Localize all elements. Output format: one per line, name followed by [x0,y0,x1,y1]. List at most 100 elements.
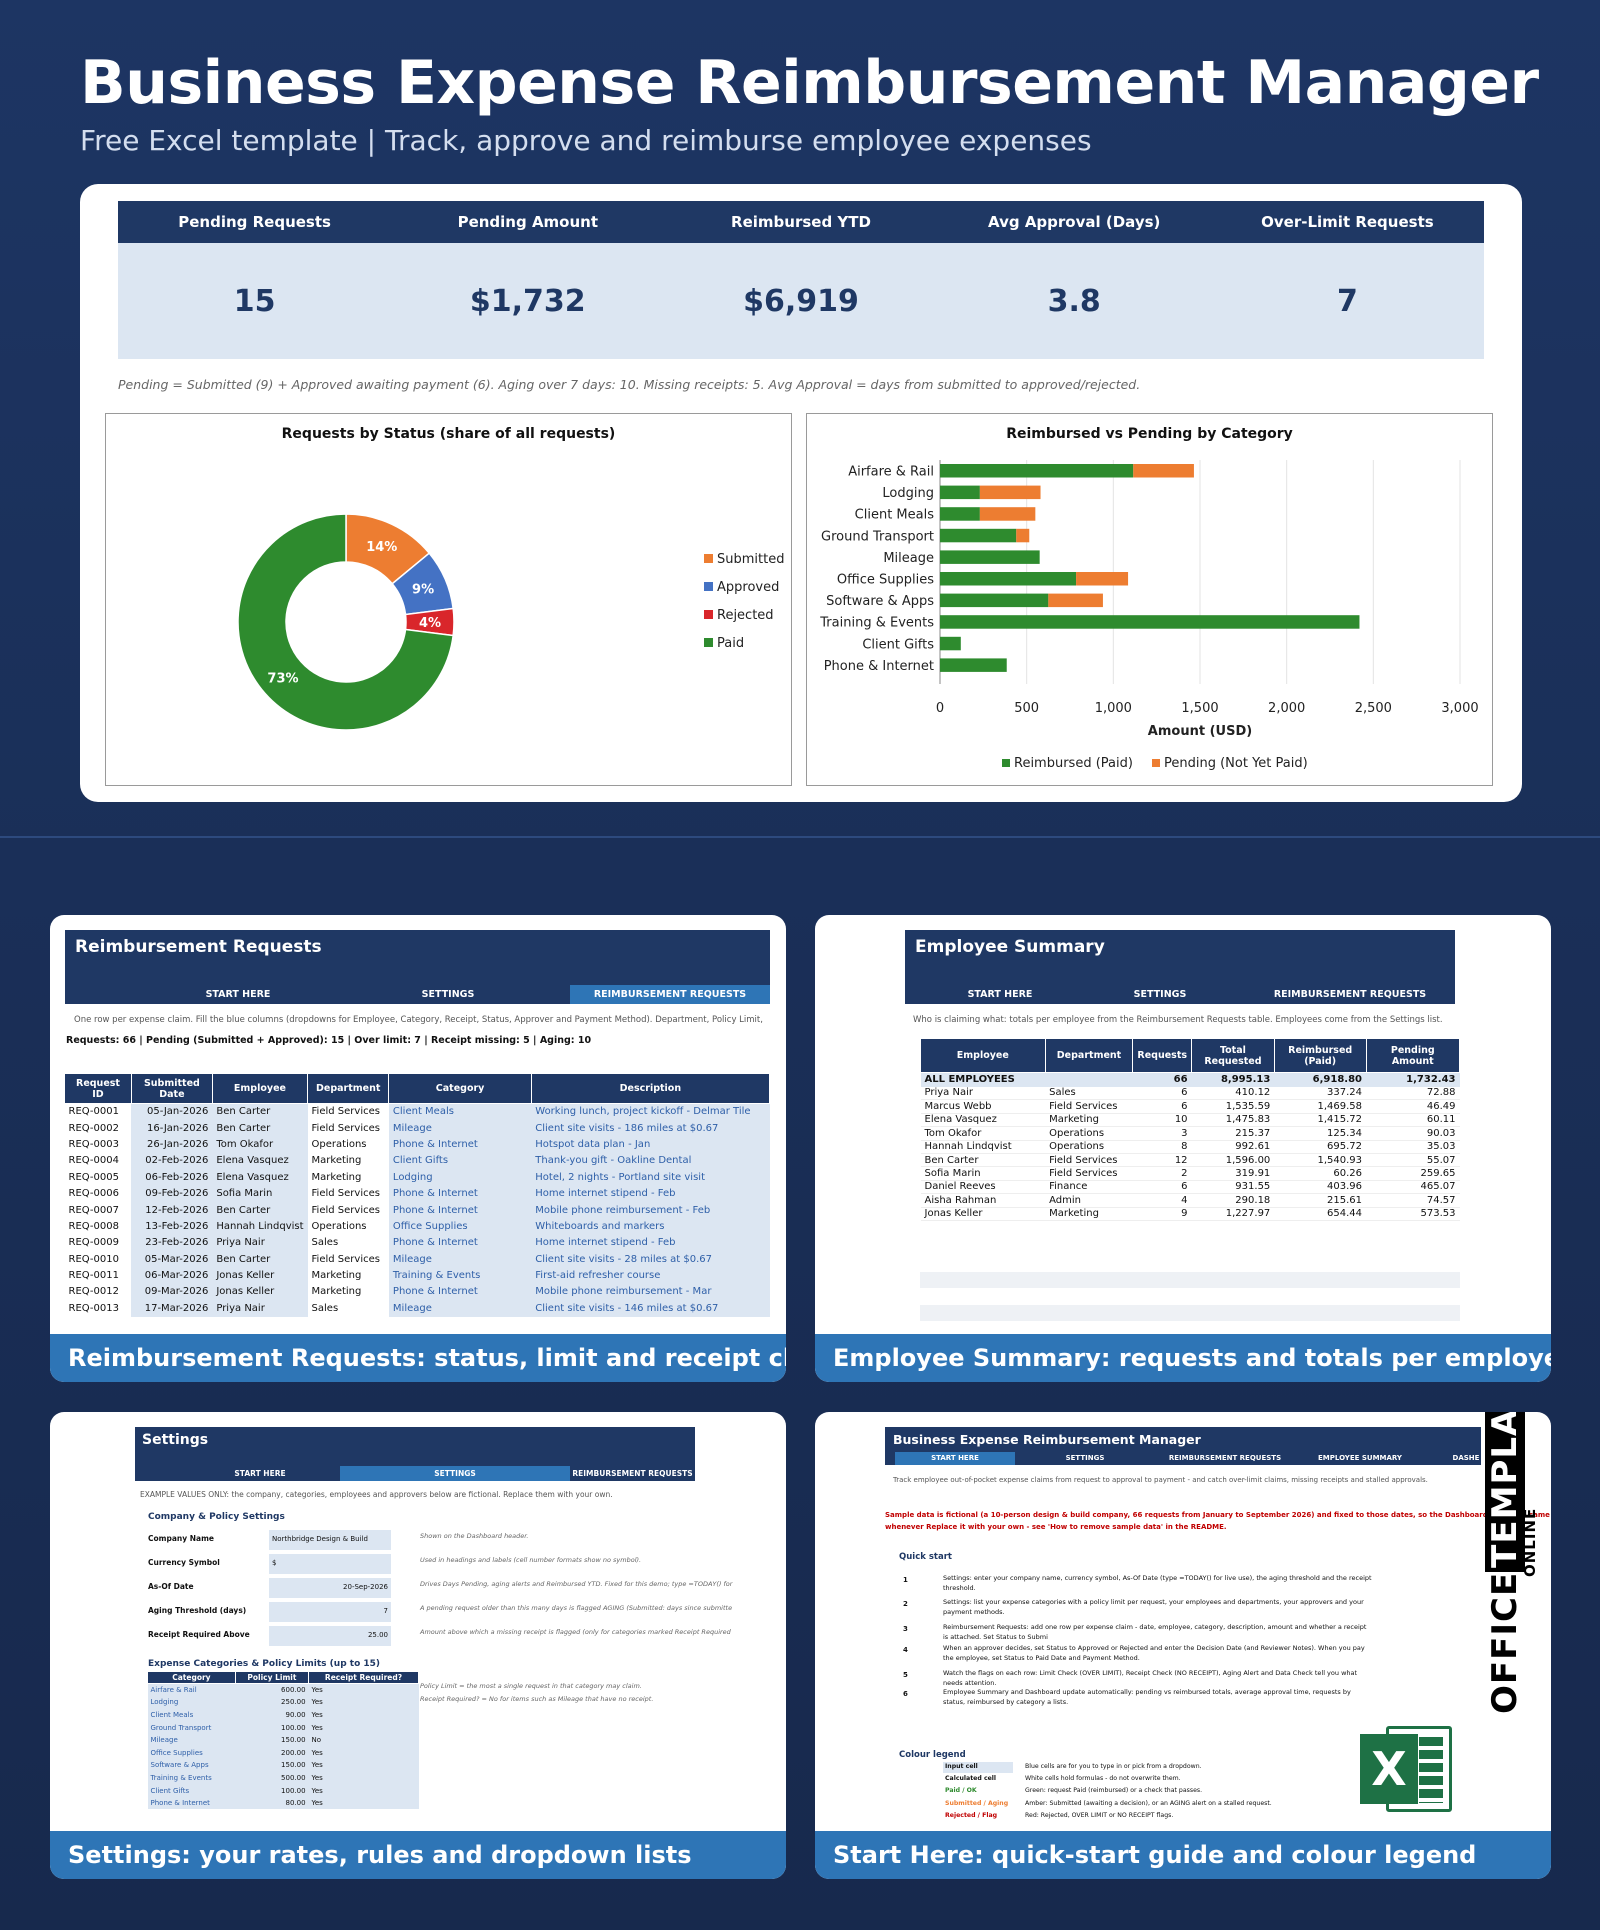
table-cell[interactable]: Priya Nair [212,1300,308,1317]
category-row[interactable]: Client Gifts 100.00 Yes [147,1784,419,1797]
table-cell[interactable]: Elena Vasquez [212,1152,308,1170]
tab-start-here[interactable]: START HERE [234,1469,286,1478]
category-cell[interactable]: 250.00 [235,1696,309,1709]
category-cell[interactable]: Phone & Internet [147,1796,236,1810]
table-cell[interactable]: Whiteboards and markers [531,1218,770,1235]
category-cell[interactable]: Client Meals [147,1708,236,1722]
table-cell[interactable]: Sales [311,1237,339,1249]
tab-settings[interactable]: SETTINGS [1133,989,1187,1000]
category-cell[interactable]: Yes [308,1771,419,1785]
table-cell[interactable]: Phone & Internet [388,1185,532,1202]
setting-input[interactable]: $ [269,1554,391,1574]
category-row[interactable]: Lodging 250.00 Yes [147,1696,419,1709]
table-cell[interactable]: Working lunch, project kickoff - Delmar … [531,1103,770,1120]
category-cell[interactable]: Software & Apps [147,1759,236,1772]
table-cell[interactable]: Phone & Internet [388,1201,532,1219]
table-cell[interactable]: Ben Carter [212,1119,308,1137]
category-row[interactable]: Office Supplies 200.00 Yes [147,1746,419,1760]
category-cell[interactable]: Yes [308,1784,419,1797]
table-cell[interactable]: Tom Okafor [212,1136,308,1153]
category-row[interactable]: Software & Apps 150.00 Yes [147,1759,419,1772]
table-row[interactable]: REQ-0013 17-Mar-2026 Priya Nair Sales Mileag… [65,1300,770,1317]
table-cell[interactable]: Marketing [311,1155,362,1167]
category-cell[interactable]: 90.00 [235,1708,309,1722]
table-cell[interactable]: Sofia Marin [212,1185,308,1202]
category-row[interactable]: Client Meals 90.00 Yes [147,1708,419,1722]
table-row[interactable]: REQ-0006 09-Feb-2026 Sofia Marin Field Serv… [65,1185,770,1202]
table-cell[interactable]: 05-Jan-2026 [131,1103,213,1120]
table-cell[interactable]: Mileage [388,1251,532,1268]
table-cell[interactable]: Phone & Internet [388,1234,532,1252]
table-cell[interactable]: Elena Vasquez [212,1169,308,1186]
table-cell[interactable]: Field Services [311,1204,380,1216]
category-row[interactable]: Airfare & Rail 600.00 Yes [147,1683,419,1697]
table-cell[interactable]: Jonas Keller [212,1283,308,1301]
tab-settings[interactable]: SETTINGS [340,1466,570,1481]
table-cell[interactable]: Client site visits - 28 miles at $0.67 [531,1251,770,1268]
table-cell[interactable]: Client Gifts [388,1152,532,1170]
setting-input[interactable]: 20-Sep-2026 [269,1578,391,1598]
table-row[interactable]: REQ-0008 13-Feb-2026 Hannah Lindqvist Opera… [65,1218,770,1235]
table-row[interactable]: REQ-0011 06-Mar-2026 Jonas Keller Marketing… [65,1267,770,1284]
table-cell[interactable]: Marketing [311,1286,362,1298]
category-cell[interactable]: Yes [308,1746,419,1760]
category-cell[interactable]: Yes [308,1759,419,1772]
table-row[interactable]: REQ-0012 09-Mar-2026 Jonas Keller Marketing… [65,1283,770,1301]
tab-start-here[interactable]: START HERE [895,1452,1015,1465]
tab-settings[interactable]: SETTINGS [421,989,475,1000]
tab-reimbursement-requests[interactable]: REIMBURSEMENT REQUESTS [1273,989,1427,1000]
category-cell[interactable]: Yes [308,1796,419,1810]
table-cell[interactable]: Mileage [388,1119,532,1137]
table-row[interactable]: REQ-0009 23-Feb-2026 Priya Nair Sales Phone … [65,1234,770,1252]
category-cell[interactable]: Ground Transport [147,1721,236,1734]
table-cell[interactable]: 17-Mar-2026 [131,1300,213,1317]
table-cell[interactable]: 13-Feb-2026 [131,1218,213,1235]
table-cell[interactable]: Operations [311,1220,367,1232]
category-cell[interactable]: 600.00 [235,1683,309,1697]
table-cell[interactable]: Client site visits - 146 miles at $0.67 [531,1300,770,1317]
table-cell[interactable]: Client site visits - 186 miles at $0.67 [531,1119,770,1137]
category-cell[interactable]: Lodging [147,1696,236,1709]
tab-dashboard[interactable]: DASHE [1452,1454,1480,1462]
table-cell[interactable]: Ben Carter [212,1201,308,1219]
table-cell[interactable]: 12-Feb-2026 [131,1201,213,1219]
table-cell[interactable]: Field Services [311,1122,380,1134]
category-cell[interactable]: Client Gifts [147,1784,236,1797]
table-row[interactable]: REQ-0007 12-Feb-2026 Ben Carter Field Servi… [65,1201,770,1219]
column-header[interactable]: Submitted Date [130,1073,213,1104]
table-cell[interactable]: 06-Feb-2026 [131,1169,213,1186]
tab-start-here[interactable]: START HERE [205,989,271,1000]
category-cell[interactable]: Yes [308,1683,419,1697]
column-header[interactable]: Request ID [64,1073,132,1104]
category-row[interactable]: Mileage 150.00 No [147,1733,419,1747]
table-row[interactable]: REQ-0010 05-Mar-2026 Ben Carter Field Servi… [65,1251,770,1268]
table-cell[interactable]: Priya Nair [212,1234,308,1252]
table-cell[interactable]: First-aid refresher course [531,1267,770,1284]
category-cell[interactable]: No [308,1733,419,1747]
table-cell[interactable]: Hotspot data plan - Jan [531,1136,770,1153]
table-cell[interactable]: Ben Carter [212,1103,308,1120]
category-cell[interactable]: Yes [308,1721,419,1734]
table-row[interactable]: REQ-0005 06-Feb-2026 Elena Vasquez Marketin… [65,1169,770,1186]
category-cell[interactable]: Airfare & Rail [147,1683,236,1697]
category-cell[interactable]: 500.00 [235,1771,309,1785]
table-cell[interactable]: Field Services [311,1253,380,1265]
tab-employee-summary[interactable]: EMPLOYEE SUMMARY [1317,1454,1402,1462]
table-cell[interactable]: Field Services [311,1188,380,1200]
table-cell[interactable]: Hotel, 2 nights - Portland site visit [531,1169,770,1186]
table-cell[interactable]: Lodging [388,1169,532,1186]
table-cell[interactable]: Marketing [311,1270,362,1282]
category-cell[interactable]: 100.00 [235,1784,309,1797]
table-cell[interactable]: Home internet stipend - Feb [531,1234,770,1252]
category-cell[interactable]: 150.00 [235,1733,309,1747]
table-cell[interactable]: 06-Mar-2026 [131,1267,213,1284]
column-header[interactable]: Employee [211,1073,309,1104]
table-row[interactable]: REQ-0002 16-Jan-2026 Ben Carter Field Servi… [65,1119,770,1137]
table-cell[interactable]: 09-Mar-2026 [131,1283,213,1301]
table-cell[interactable]: Mobile phone reimbursement - Mar [531,1283,770,1301]
category-row[interactable]: Training & Events 500.00 Yes [147,1771,419,1785]
category-cell[interactable]: 150.00 [235,1759,309,1772]
table-cell[interactable]: Field Services [311,1106,380,1118]
tab-start-here[interactable]: START HERE [967,989,1033,1000]
category-row[interactable]: Phone & Internet 80.00 Yes [147,1796,419,1810]
